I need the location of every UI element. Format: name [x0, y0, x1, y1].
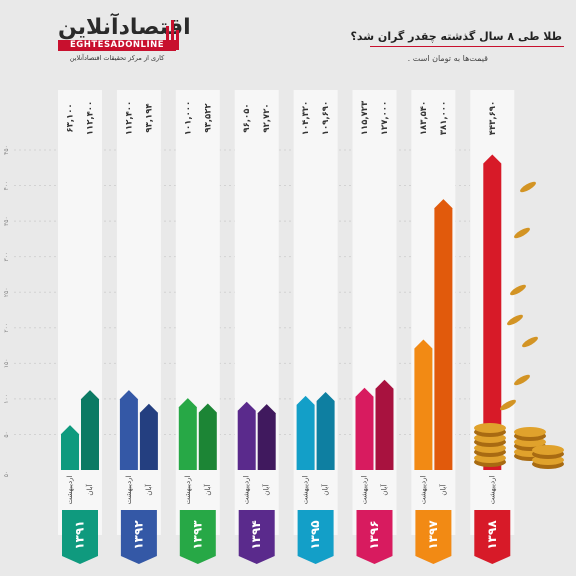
coin-stack-piece [474, 423, 506, 433]
series-label: آبان [144, 483, 153, 495]
bar [139, 403, 158, 470]
bar [296, 395, 315, 470]
year-tab [297, 510, 334, 564]
value-label: ۹۶,۰۵۰ [242, 103, 252, 132]
series-label: آبان [438, 483, 447, 495]
flying-coin [510, 284, 526, 296]
bar [414, 339, 433, 470]
value-label: ۳۸۱,۰۰۰ [439, 101, 449, 135]
value-label: ۱۰۱,۰۰۰ [183, 101, 193, 135]
series-label: اردیبهشت [66, 476, 74, 505]
bar [483, 154, 502, 470]
bar [198, 403, 217, 470]
y-tick-label: ۳۵۰ [3, 216, 10, 226]
chart-title: طلا طی ۸ سال گذشته چقدر گران شد؟ [350, 30, 562, 43]
year-label: ۱۳۹۱ [73, 520, 87, 549]
y-tick-label: ۱۵۰ [3, 358, 10, 368]
logo-tagline: کاری از مرکز تحقیقات اقتصادآنلاین [69, 54, 165, 62]
series-label: اردیبهشت [302, 476, 310, 505]
value-label: ۹۳,۱۹۴ [144, 103, 154, 132]
bar [81, 390, 99, 470]
flying-coin [500, 399, 516, 411]
flying-coin [522, 336, 538, 348]
bar [316, 391, 335, 470]
year-tab [474, 510, 511, 564]
year-tab [62, 510, 98, 564]
series-label: اردیبهشت [488, 476, 496, 505]
value-label: ۱۱۲,۴۰۰ [86, 101, 96, 135]
bar [61, 425, 79, 470]
value-label: ۱۱۵,۷۲۳ [360, 100, 370, 135]
year-label: ۱۳۹۶ [367, 520, 381, 549]
year-label: ۱۳۹۵ [308, 520, 322, 549]
bar [355, 387, 374, 470]
series-label: اردیبهشت [243, 476, 251, 505]
year-tab [415, 510, 452, 564]
value-label: ۴۴۳,۶۹۰ [488, 101, 498, 135]
y-tick-label: ۴۵۰ [3, 145, 10, 155]
series-label: آبان [321, 483, 330, 495]
value-label: ۱۱۲,۴۰۰ [124, 101, 134, 135]
flying-coin [520, 181, 536, 193]
year-label: ۱۳۹۸ [485, 520, 499, 550]
brand-logo: اقتصادآنلاین EGHTESADONLINE کاری از مرکز… [58, 15, 192, 62]
flying-coin [514, 374, 530, 386]
series-label: اردیبهشت [184, 476, 192, 505]
y-tick-label: ۱۰۰ [3, 394, 10, 404]
year-label: ۱۳۹۷ [426, 520, 440, 550]
chart-subtitle: قیمت‌ها به تومان است . [407, 54, 488, 63]
bar [257, 404, 276, 470]
logo-bars-icon [166, 20, 179, 50]
coin-stack-piece [514, 427, 546, 437]
year-tab [356, 510, 393, 564]
series-label: آبان [262, 483, 271, 495]
y-tick-label: ۴۰۰ [3, 181, 10, 191]
bar [119, 390, 138, 470]
year-label: ۱۳۹۳ [190, 520, 204, 550]
coin-stack-piece [532, 445, 564, 455]
series-label: آبان [85, 483, 94, 495]
flying-coin [507, 314, 523, 326]
series-label: آبان [380, 483, 389, 495]
value-label: ۹۳,۵۲۲ [203, 103, 213, 133]
flying-coin [514, 227, 530, 239]
series-label: اردیبهشت [419, 476, 427, 505]
bar [178, 398, 197, 470]
year-tab [238, 510, 275, 564]
year-tab [120, 510, 157, 564]
y-tick-label: ۵۰ [3, 471, 10, 477]
value-label: ۱۰۴,۳۲۰ [301, 101, 311, 135]
value-label: ۶۳,۱۰۰ [66, 103, 76, 132]
y-tick-label: ۳۰۰ [3, 252, 10, 262]
title-divider [370, 46, 564, 47]
value-label: ۱۸۳,۵۴۰ [419, 101, 429, 135]
logo-wordmark: اقتصادآنلاین [58, 15, 192, 40]
logo-latin-banner: EGHTESADONLINE [58, 40, 176, 51]
year-label: ۱۳۹۴ [249, 520, 263, 549]
y-tick-label: ۵۰ [3, 431, 10, 437]
y-tick-label: ۲۵۰ [3, 287, 10, 297]
year-tab [179, 510, 216, 564]
series-label: اردیبهشت [361, 476, 369, 505]
value-label: ۹۲,۷۲۰ [262, 103, 272, 132]
y-tick-label: ۲۰۰ [3, 323, 10, 333]
bar [434, 199, 453, 471]
bar [375, 379, 394, 470]
series-label: آبان [203, 483, 212, 495]
year-label: ۱۳۹۲ [131, 520, 145, 550]
value-label: ۱۲۷,۰۰۰ [380, 101, 390, 135]
series-label: اردیبهشت [125, 476, 133, 505]
value-label: ۱۰۹,۶۹۰ [321, 101, 331, 135]
bar [237, 401, 256, 470]
